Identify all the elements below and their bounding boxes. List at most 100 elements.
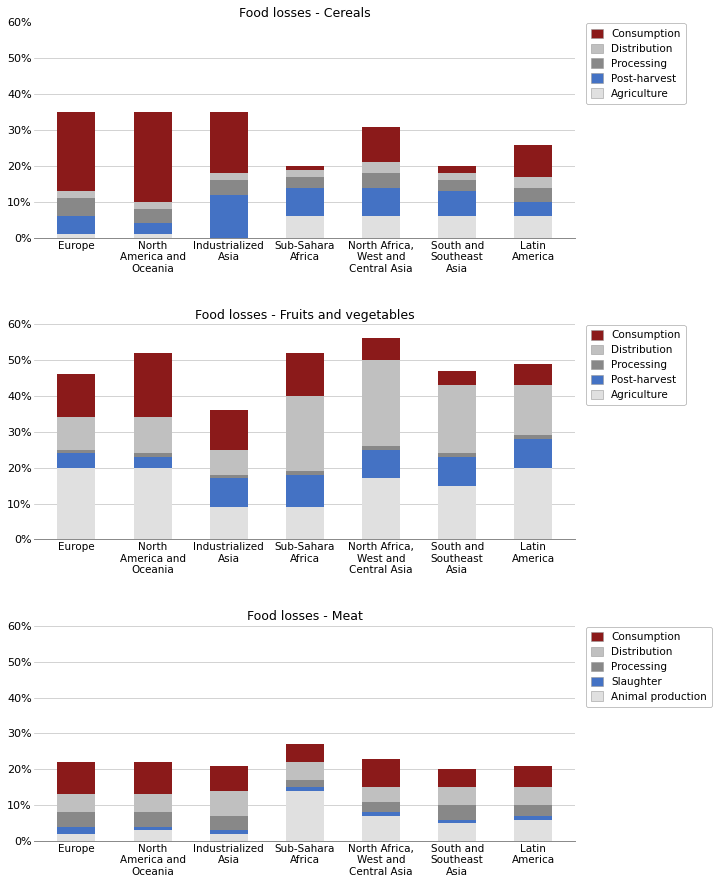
Bar: [438, 769, 476, 788]
Bar: [438, 453, 476, 457]
Bar: [210, 478, 248, 507]
Bar: [514, 217, 552, 238]
Bar: [58, 827, 96, 834]
Bar: [58, 217, 96, 234]
Bar: [210, 180, 248, 194]
Bar: [514, 788, 552, 805]
Bar: [58, 112, 96, 191]
Bar: [286, 166, 324, 170]
Bar: [58, 453, 96, 468]
Bar: [134, 830, 172, 841]
Bar: [286, 791, 324, 841]
Bar: [58, 795, 96, 812]
Bar: [134, 468, 172, 539]
Bar: [210, 410, 248, 450]
Bar: [210, 816, 248, 830]
Bar: [286, 187, 324, 217]
Bar: [286, 744, 324, 762]
Bar: [514, 439, 552, 468]
Bar: [514, 363, 552, 385]
Bar: [438, 217, 476, 238]
Bar: [362, 758, 400, 788]
Bar: [514, 766, 552, 788]
Bar: [362, 478, 400, 539]
Bar: [134, 234, 172, 238]
Bar: [58, 762, 96, 795]
Bar: [58, 234, 96, 238]
Bar: [58, 374, 96, 417]
Bar: [134, 762, 172, 795]
Bar: [514, 816, 552, 819]
Bar: [362, 187, 400, 217]
Bar: [514, 819, 552, 841]
Legend: Consumption, Distribution, Processing, Post-harvest, Agriculture: Consumption, Distribution, Processing, P…: [586, 325, 685, 406]
Bar: [438, 180, 476, 191]
Bar: [134, 417, 172, 453]
Bar: [362, 812, 400, 816]
Bar: [58, 812, 96, 827]
Bar: [210, 791, 248, 816]
Bar: [438, 485, 476, 539]
Title: Food losses - Fruits and vegetables: Food losses - Fruits and vegetables: [195, 309, 415, 322]
Bar: [286, 217, 324, 238]
Title: Food losses - Cereals: Food losses - Cereals: [239, 7, 371, 20]
Bar: [438, 788, 476, 805]
Bar: [438, 457, 476, 485]
Bar: [514, 177, 552, 187]
Bar: [362, 450, 400, 478]
Bar: [58, 191, 96, 198]
Bar: [286, 471, 324, 475]
Bar: [438, 370, 476, 385]
Bar: [210, 830, 248, 834]
Bar: [58, 450, 96, 453]
Bar: [58, 468, 96, 539]
Bar: [210, 507, 248, 539]
Bar: [286, 475, 324, 507]
Bar: [58, 417, 96, 450]
Bar: [210, 766, 248, 791]
Bar: [362, 788, 400, 802]
Bar: [286, 177, 324, 187]
Bar: [134, 827, 172, 830]
Bar: [134, 224, 172, 234]
Bar: [134, 453, 172, 457]
Bar: [134, 795, 172, 812]
Bar: [362, 126, 400, 163]
Bar: [210, 834, 248, 841]
Bar: [134, 210, 172, 224]
Bar: [438, 819, 476, 823]
Bar: [514, 436, 552, 439]
Bar: [514, 805, 552, 816]
Bar: [286, 396, 324, 471]
Legend: Consumption, Distribution, Processing, Post-harvest, Agriculture: Consumption, Distribution, Processing, P…: [586, 23, 685, 103]
Bar: [362, 360, 400, 446]
Bar: [134, 812, 172, 827]
Title: Food losses - Meat: Food losses - Meat: [247, 610, 363, 623]
Bar: [210, 173, 248, 180]
Bar: [210, 450, 248, 475]
Bar: [438, 173, 476, 180]
Bar: [134, 202, 172, 210]
Bar: [134, 457, 172, 468]
Bar: [438, 805, 476, 819]
Bar: [362, 163, 400, 173]
Bar: [286, 780, 324, 788]
Bar: [362, 339, 400, 360]
Bar: [514, 468, 552, 539]
Bar: [286, 507, 324, 539]
Bar: [362, 217, 400, 238]
Bar: [286, 762, 324, 780]
Bar: [514, 202, 552, 217]
Bar: [286, 788, 324, 791]
Bar: [362, 173, 400, 187]
Bar: [286, 170, 324, 177]
Bar: [438, 166, 476, 173]
Bar: [514, 145, 552, 177]
Bar: [362, 816, 400, 841]
Bar: [362, 802, 400, 812]
Bar: [438, 191, 476, 217]
Bar: [210, 112, 248, 173]
Bar: [438, 823, 476, 841]
Bar: [58, 834, 96, 841]
Bar: [286, 353, 324, 396]
